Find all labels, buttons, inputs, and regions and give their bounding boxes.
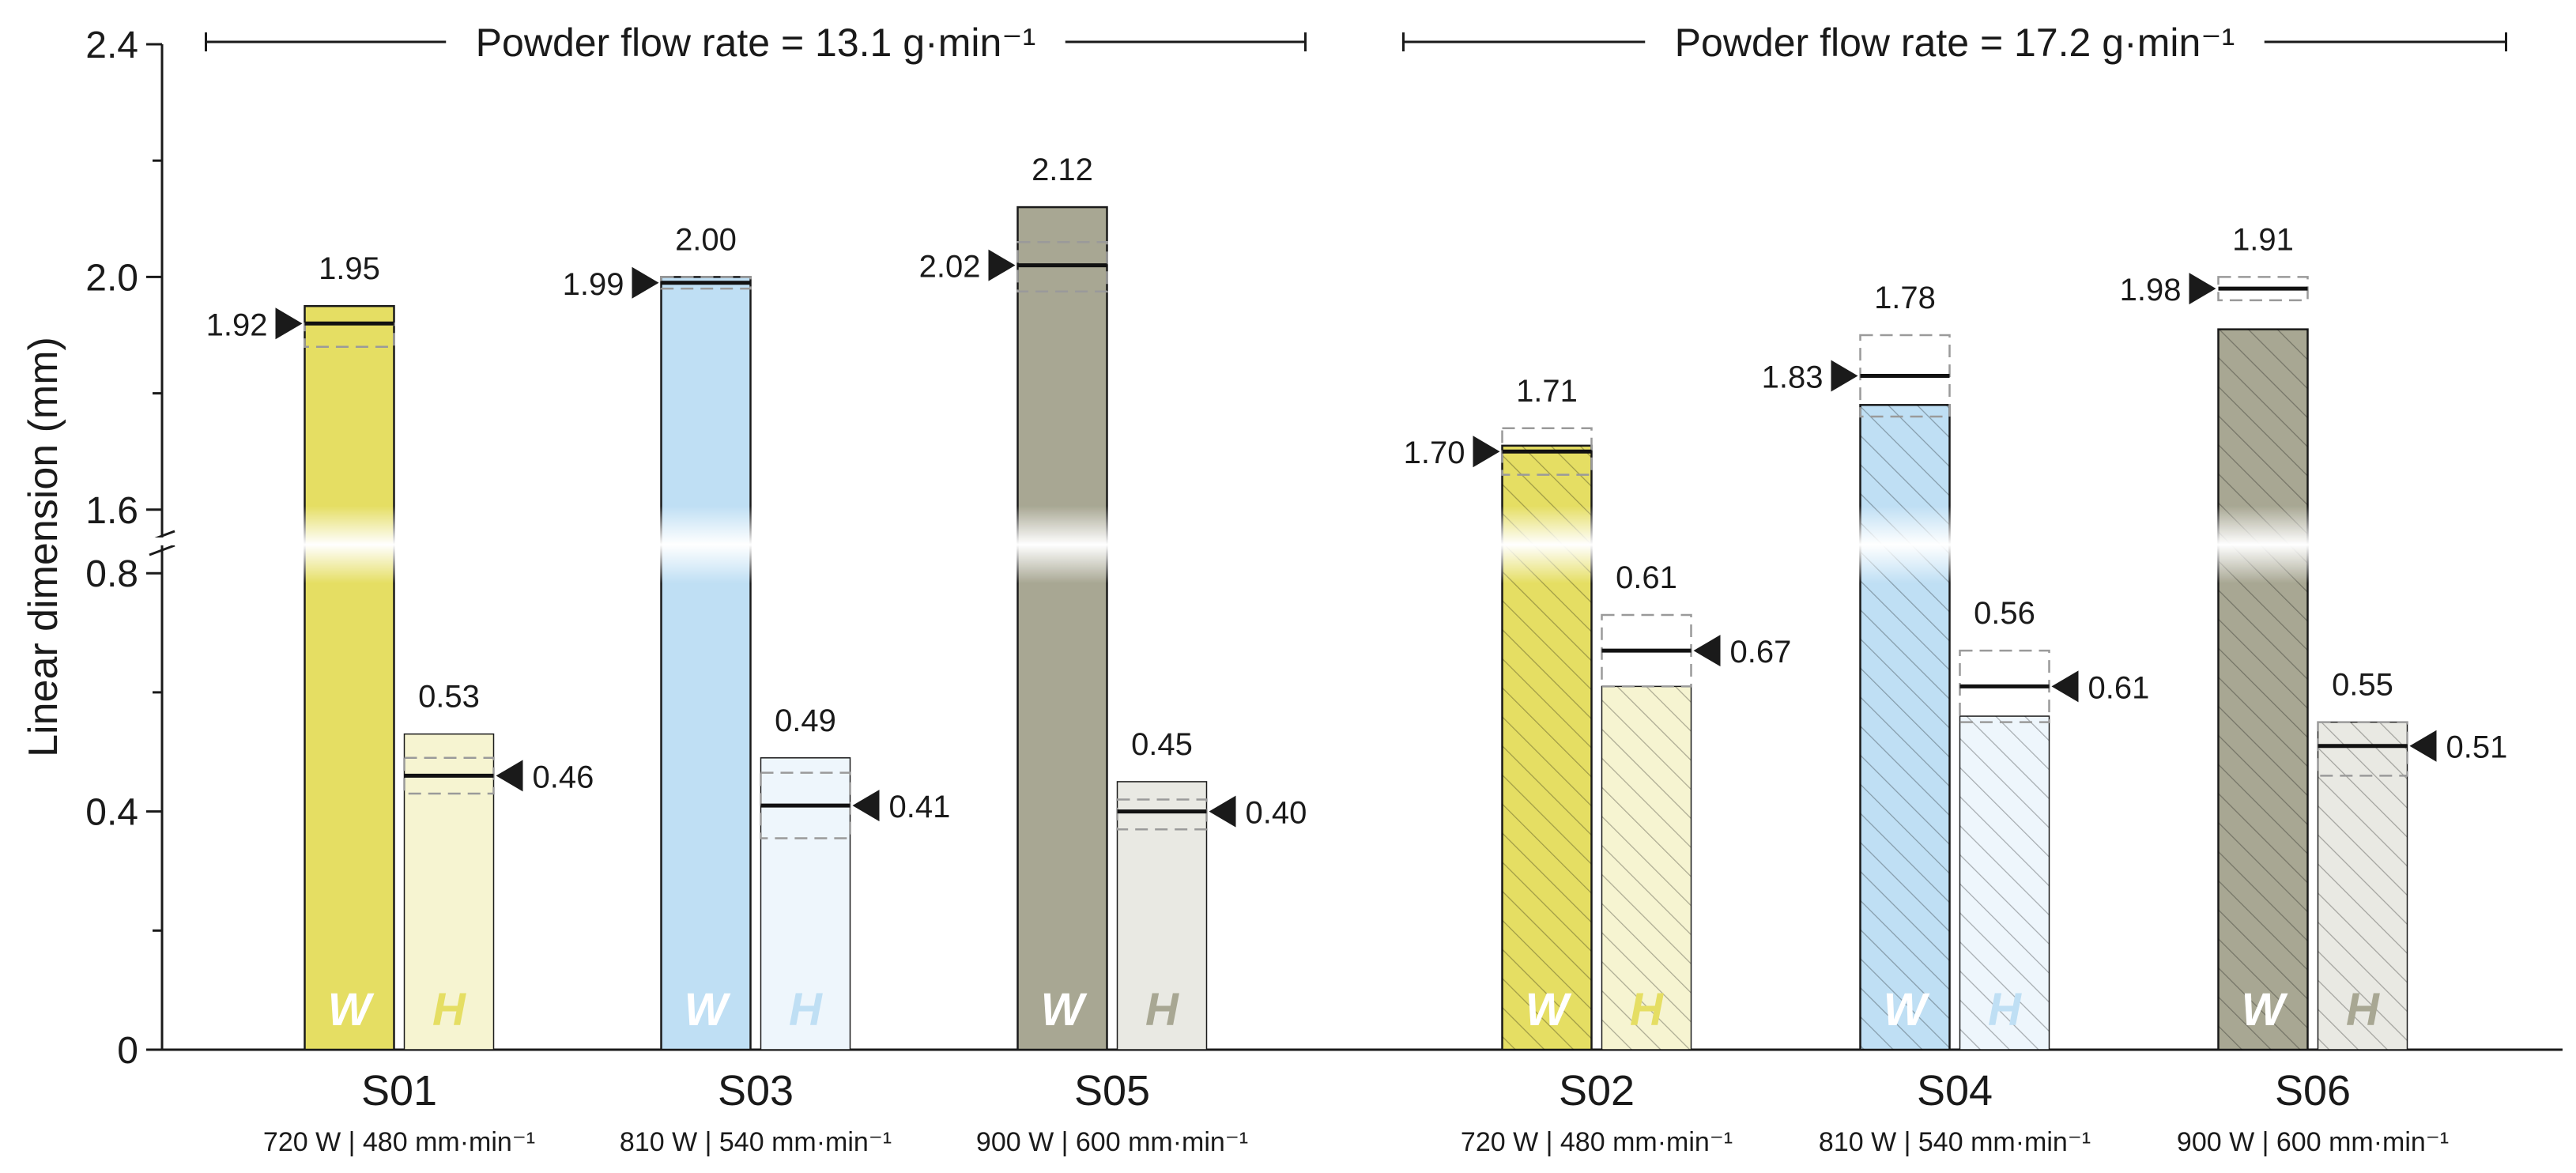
model-marker: [275, 307, 303, 340]
axis-break-gap: [149, 537, 177, 545]
height-bar-s05: [1116, 781, 1208, 1050]
hatch-overlay: [2318, 722, 2408, 1050]
y-tick-label: 1.6: [85, 490, 138, 532]
width-bar-s01: [304, 304, 395, 1051]
model-marker: [1209, 795, 1236, 828]
group-brackets: Powder flow rate = 13.1 g·min⁻¹ Powder fl…: [205, 21, 2507, 65]
width-bar-s05: [1016, 206, 1108, 1051]
bar-letter-h: H: [432, 984, 466, 1035]
bar-letter-h: H: [789, 984, 823, 1035]
width-bar-s03: [660, 276, 752, 1051]
sample-label: S03: [718, 1067, 794, 1115]
bar-letter-w: W: [1884, 984, 1930, 1035]
y-axis-title: Linear dimension (mm): [21, 337, 66, 757]
measured-value-label: 0.55: [2332, 668, 2393, 703]
sample-params: 720 W | 480 mm·min⁻¹: [1461, 1127, 1733, 1157]
measured-value-label: 0.45: [1131, 727, 1193, 762]
sample-label: S01: [361, 1067, 437, 1115]
measured-value-label: 2.00: [675, 222, 737, 257]
model-marker: [852, 790, 880, 822]
bar-letter-w: W: [2242, 984, 2288, 1035]
model-value-label: 1.92: [206, 307, 268, 342]
hatch-overlay: [1860, 405, 1950, 1050]
y-axis: 0 0.4 0.8 1.6 2.0 2.4 Linear dimension (mm): [21, 25, 2563, 1072]
group-label: Powder flow rate = 13.1 g·min⁻¹: [476, 21, 1036, 65]
model-marker: [632, 266, 659, 299]
y-tick-label: 2.0: [85, 257, 138, 299]
model-marker: [2409, 730, 2437, 762]
model-value-label: 0.41: [889, 790, 951, 824]
measured-value-label: 2.12: [1032, 153, 1093, 187]
model-range-band: [2317, 721, 2408, 777]
group-label: Powder flow rate = 17.2 g·min⁻¹: [1675, 21, 2235, 65]
bar-letter-w: W: [685, 984, 731, 1035]
model-value-label: 1.83: [1762, 360, 1824, 395]
measured-value-label: 0.53: [418, 680, 480, 715]
bar-letter-h: H: [2346, 984, 2380, 1035]
axis-break-fade: [182, 506, 2576, 583]
sample-label: S05: [1074, 1067, 1150, 1115]
measured-value-label: 0.61: [1616, 560, 1677, 595]
hatch-overlay: [1601, 686, 1692, 1050]
model-value-label: 0.51: [2446, 730, 2508, 765]
bar-overlays: 1.92 1.95 0.46 0.53 1.99 2.00 0.41 0.49 2.02 2.12…: [206, 153, 2508, 839]
measured-value-label: 1.95: [319, 251, 380, 286]
measured-value-label: 1.91: [2232, 222, 2294, 257]
bar-letter-w: W: [328, 984, 375, 1035]
sample-params: 720 W | 480 mm·min⁻¹: [263, 1127, 535, 1157]
measured-value-label: 0.56: [1974, 596, 2035, 631]
sample-params: 810 W | 540 mm·min⁻¹: [620, 1127, 892, 1157]
sample-params: 900 W | 600 mm·min⁻¹: [2177, 1127, 2449, 1157]
y-tick-label: 0.4: [85, 792, 138, 834]
measured-value-label: 0.49: [775, 703, 836, 738]
height-bar-s01: [403, 733, 495, 1050]
model-marker: [1693, 635, 1721, 667]
hatch-overlay: [2218, 329, 2308, 1050]
sample-label: S04: [1917, 1067, 1993, 1115]
x-axis-labels: S01 720 W | 480 mm·min⁻¹ S03 810 W | 540 mm…: [263, 1067, 2449, 1157]
bar-letter-w: W: [1041, 984, 1088, 1035]
bar-letter-h: H: [1630, 984, 1664, 1035]
model-marker: [1473, 436, 1500, 468]
model-value-label: 2.02: [919, 250, 981, 285]
measured-value-label: 1.71: [1516, 374, 1578, 409]
bar-letter-h: H: [1988, 984, 2022, 1035]
model-value-label: 1.70: [1404, 436, 1465, 470]
sample-label: S06: [2275, 1067, 2351, 1115]
y-tick-label: 0: [117, 1030, 138, 1072]
sample-params: 810 W | 540 mm·min⁻¹: [1819, 1127, 2091, 1157]
sample-label: S02: [1559, 1067, 1635, 1115]
y-tick-label: 0.8: [85, 553, 138, 595]
model-range-band: [1016, 240, 1108, 293]
model-marker: [2051, 670, 2079, 703]
model-marker: [1831, 360, 1858, 392]
y-tick-label: 2.4: [85, 25, 138, 66]
axis-break-mark: [149, 544, 175, 556]
sample-params: 900 W | 600 mm·min⁻¹: [976, 1127, 1248, 1157]
model-value-label: 0.67: [1730, 635, 1792, 669]
model-marker: [988, 249, 1016, 281]
model-marker: [496, 760, 523, 792]
model-value-label: 0.61: [2088, 670, 2150, 705]
bar-letter-h: H: [1145, 984, 1179, 1035]
model-value-label: 0.46: [533, 760, 594, 794]
model-value-label: 1.99: [563, 267, 624, 302]
model-value-label: 0.40: [1246, 796, 1307, 831]
model-range-band: [660, 276, 752, 290]
model-range-band: [1116, 798, 1208, 831]
model-marker: [2189, 273, 2216, 305]
bar-letter-w: W: [1526, 984, 1572, 1035]
model-value-label: 1.98: [2120, 273, 2182, 307]
measured-value-label: 1.78: [1874, 281, 1936, 315]
hatch-overlay: [1959, 716, 2050, 1050]
axis-break-band: [149, 506, 2576, 583]
